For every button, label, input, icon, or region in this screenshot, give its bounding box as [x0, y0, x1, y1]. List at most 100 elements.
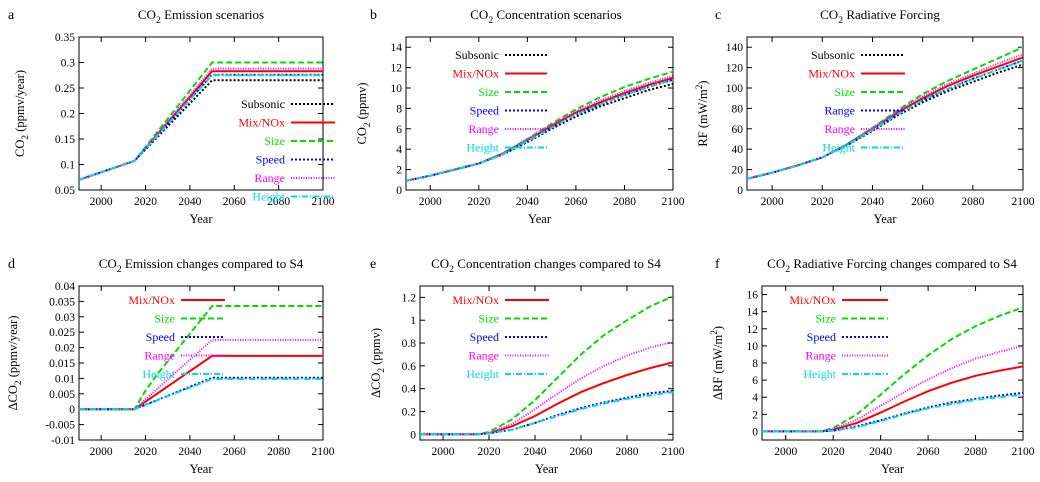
x-tick-label: 2060	[570, 446, 593, 458]
series-line-size	[420, 295, 673, 436]
subscript-part: 2	[785, 264, 790, 275]
text-part: CO	[355, 127, 369, 144]
y-axis-label: RF (mW/m2)	[695, 80, 710, 146]
y-tick-label: 8	[752, 358, 758, 370]
subscript-part: 2	[14, 380, 24, 385]
text-part: Concentration changes compared to S4	[454, 256, 661, 271]
legend-label: Mix/NOx	[808, 67, 855, 81]
x-axis-label: Year	[881, 462, 905, 476]
text-part: CO	[470, 7, 488, 22]
legend-label: Size	[154, 312, 175, 326]
legend-label: Height	[142, 367, 175, 381]
y-tick-label: 60	[732, 124, 744, 136]
y-tick-label: 0.1	[61, 160, 76, 172]
legend-label: Mix/NOx	[238, 116, 285, 130]
x-tick-label: 2020	[467, 196, 490, 208]
legend-label: Subsonic	[455, 48, 499, 62]
legend-label: Subsonic	[811, 48, 855, 62]
y-tick-label: 20	[732, 165, 744, 177]
legend-label: Size	[478, 85, 499, 99]
legend-label: Height	[803, 367, 836, 381]
text-part: ΔCO	[369, 373, 383, 398]
legend-label: Range	[824, 122, 855, 136]
text-part: RF (mW/m	[696, 89, 710, 147]
legend-label: Size	[264, 134, 285, 148]
y-tick-label: 6	[396, 124, 402, 136]
chart-panel-f: f CO2 Radiative Forcing changes compared …	[710, 256, 1035, 476]
y-axis-label: ΔRF (mW/m2)	[710, 326, 725, 400]
series-line-height	[747, 59, 1023, 180]
subscript-part: 2	[117, 264, 122, 275]
x-tick-label: 2040	[516, 196, 539, 208]
series-line-range	[747, 59, 1023, 180]
x-tick-label: 2080	[616, 446, 639, 458]
legend: Mix/NOx Size Speed Range Height	[128, 293, 225, 381]
subscript-part: 2	[488, 15, 493, 26]
series-line-height	[79, 74, 323, 181]
x-axis-label: Year	[528, 212, 552, 226]
text-part: (ppmv/year)	[6, 316, 20, 381]
y-axis-label: CO2 (ppmv/year)	[13, 70, 31, 157]
y-tick-label: 0	[737, 185, 743, 197]
legend-label: Height	[466, 367, 499, 381]
legend: Mix/NOx Size Speed Range Height	[789, 293, 888, 381]
legend-label: Range	[805, 349, 836, 363]
subscript-part: 2	[695, 84, 705, 89]
series-line-height	[406, 78, 673, 182]
plot-frame	[746, 36, 1024, 191]
legend: Mix/NOx Size Speed Range Height	[452, 293, 549, 381]
legend-label: Mix/NOx	[452, 293, 499, 307]
series-line-subsonic	[79, 79, 323, 181]
y-tick-label: 10	[747, 341, 759, 353]
y-tick-label: 12	[747, 324, 759, 336]
text-part: CO	[13, 140, 27, 157]
subscript-part: 2	[449, 264, 454, 275]
y-tick-label: 10	[391, 83, 403, 95]
x-tick-label: 2080	[961, 196, 984, 208]
legend: Subsonic Mix/NOx Size Speed Range Height	[238, 97, 335, 204]
chart-title: CO2 Radiative Forcing	[820, 7, 940, 26]
series-line-size	[79, 305, 323, 411]
y-tick-label: 14	[747, 307, 759, 319]
chart-title: CO2 Concentration changes compared to S4	[431, 256, 661, 275]
series-line-speed	[79, 73, 323, 181]
text-part: (ppmv)	[355, 83, 369, 123]
x-tick-label: 2080	[964, 446, 987, 458]
legend-label: Speed	[807, 330, 836, 344]
series-line-size	[747, 46, 1023, 180]
legend-label: Mix/NOx	[128, 293, 175, 307]
text-part: Radiative Forcing	[843, 7, 940, 22]
y-tick-label: 0.4	[402, 384, 417, 396]
series-line-height	[420, 391, 673, 436]
x-tick-label: 2060	[564, 196, 587, 208]
y-tick-label: 14	[391, 42, 403, 54]
y-tick-label: 8	[396, 103, 402, 115]
y-tick-label: 120	[726, 63, 744, 75]
y-tick-label: 0	[69, 404, 75, 416]
panel-letter: d	[8, 257, 15, 272]
y-tick-label: 0.02	[55, 343, 75, 355]
text-part: Radiative Forcing changes compared to S4	[790, 256, 1017, 271]
series-line-speed	[79, 376, 323, 411]
x-tick-label: 2040	[178, 196, 201, 208]
text-part: ΔCO	[6, 385, 20, 410]
panel-letter: f	[715, 257, 720, 272]
text-part: Emission scenarios	[161, 7, 264, 22]
x-tick-label: 2060	[917, 446, 940, 458]
x-tick-label: 2040	[178, 446, 201, 458]
legend-label: Speed	[146, 330, 175, 344]
x-axis-label: Year	[189, 212, 213, 226]
subscript-part: 2	[710, 330, 720, 335]
legend-label: Size	[815, 312, 836, 326]
chart-title: CO2 Concentration scenarios	[470, 7, 621, 26]
y-tick-label: 0.35	[55, 32, 75, 44]
subscript-part: 2	[21, 135, 31, 140]
subscript-part: 2	[156, 15, 161, 26]
legend-label: Speed	[470, 104, 499, 118]
panel-letter: b	[370, 8, 377, 23]
chart-panel-e: e CO2 Concentration changes compared to S…	[369, 256, 685, 476]
legend-label: Size	[834, 85, 855, 99]
y-tick-label: 0.005	[49, 389, 75, 401]
